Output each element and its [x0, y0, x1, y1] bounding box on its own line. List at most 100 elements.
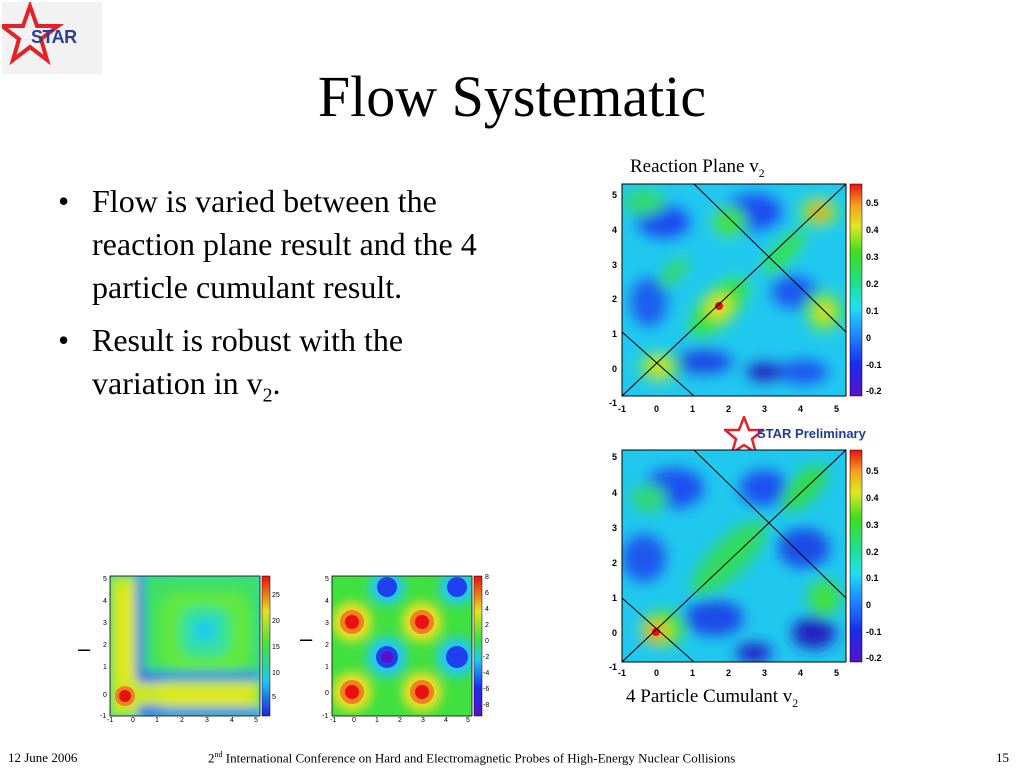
y-tick: 1 — [612, 593, 618, 603]
y-tick: 3 — [612, 523, 618, 533]
y-tick: 0 — [612, 364, 618, 374]
x-tick: 2 — [726, 404, 732, 414]
bottom-map-field — [622, 450, 846, 662]
colorbar-label: 0.5 — [866, 466, 879, 476]
colorbar-label: 10 — [272, 670, 280, 677]
x-tick: 4 — [230, 717, 234, 724]
bullet-item: • Result is robust with the variation in… — [54, 319, 494, 417]
x-tick: -1 — [107, 717, 114, 724]
colorbar-label: 25 — [272, 592, 280, 599]
colorbar-label: 0.1 — [866, 306, 879, 316]
colorbar-label: 0.3 — [866, 252, 879, 262]
colorbar-label: 20 — [272, 618, 280, 625]
x-tick: 3 — [762, 404, 768, 414]
x-tick: 1 — [690, 668, 696, 678]
colorbar-label: 0.1 — [866, 573, 879, 583]
x-tick: 4 — [798, 668, 804, 678]
colorbar-label: -0.1 — [866, 627, 882, 637]
colorbar-label: 4 — [485, 606, 489, 613]
colorbar-label: -0.2 — [866, 386, 882, 396]
star-preliminary-icon — [724, 416, 764, 454]
y-tick: 0 — [325, 690, 329, 697]
y-tick: 4 — [103, 598, 107, 605]
colorbar-label: 0.4 — [866, 225, 879, 235]
minus-sign: – — [78, 636, 91, 661]
top-map-caption: Reaction Plane v2 — [630, 156, 765, 181]
y-tick: 2 — [325, 642, 329, 649]
bullet-text: Result is robust with the variation in v — [92, 322, 404, 401]
y-tick: 4 — [612, 225, 618, 235]
y-tick: 3 — [612, 260, 618, 270]
x-tick: 5 — [466, 717, 470, 724]
footer-conf-number: 2 — [208, 750, 215, 766]
top-map-field — [622, 184, 846, 396]
footer-conference: 2nd International Conference on Hard and… — [208, 750, 735, 766]
bullet-list: • Flow is varied between the reaction pl… — [54, 180, 494, 427]
y-tick: 1 — [612, 329, 618, 339]
left-small-map — [109, 575, 271, 717]
colorbar-label: 0 — [866, 600, 872, 610]
colorbar-label: -0.2 — [866, 653, 882, 663]
colorbar-label: 8 — [485, 574, 489, 581]
footer-page-number: 15 — [996, 750, 1009, 765]
y-tick: 5 — [325, 576, 329, 583]
colorbar-label: -4 — [483, 670, 490, 677]
y-tick: -1 — [100, 713, 107, 720]
y-tick: 0 — [612, 628, 618, 638]
colorbar-label: 0 — [866, 333, 872, 343]
colorbar-label: 0.2 — [866, 279, 879, 289]
y-tick: -1 — [609, 662, 618, 672]
right-small-map — [331, 575, 483, 717]
x-tick: 5 — [834, 404, 840, 414]
bullet-item: • Flow is varied between the reaction pl… — [54, 180, 494, 309]
top-colorbar — [849, 183, 863, 397]
top-correlation-map — [621, 183, 863, 397]
top-map-caption-text: Reaction Plane v — [630, 156, 759, 177]
bullet-subscript: 2 — [262, 384, 273, 407]
x-tick: 0 — [131, 717, 135, 724]
bottom-colorbar — [849, 449, 863, 663]
footer-conf-text: International Conference on Hard and Ele… — [222, 750, 736, 766]
y-tick: 1 — [325, 664, 329, 671]
x-tick: 4 — [444, 717, 448, 724]
x-tick: 1 — [155, 717, 159, 724]
colorbar-label: -2 — [483, 654, 490, 661]
y-tick: 2 — [612, 294, 618, 304]
colorbar-label: -6 — [483, 686, 490, 693]
bottom-correlation-map — [621, 449, 863, 663]
colorbar-label: 0.4 — [866, 493, 879, 503]
y-tick: 0 — [103, 692, 107, 699]
y-tick: 4 — [325, 598, 329, 605]
x-tick: 3 — [762, 668, 768, 678]
page-title: Flow Systematic — [317, 64, 707, 129]
x-tick: 0 — [654, 668, 660, 678]
bottom-map-caption-text: 4 Particle Cumulant v — [626, 686, 793, 707]
x-tick: 2 — [398, 717, 402, 724]
bullet-dot: • — [58, 183, 70, 219]
colorbar-label: -0.1 — [866, 360, 882, 370]
x-tick: -1 — [618, 668, 627, 678]
y-tick: 3 — [325, 620, 329, 627]
x-tick: 1 — [690, 404, 696, 414]
colorbar-label: 0 — [485, 638, 489, 645]
x-tick: 3 — [421, 717, 425, 724]
minus-sign: – — [300, 626, 313, 651]
y-tick: 1 — [103, 664, 107, 671]
top-map-caption-sub: 2 — [758, 166, 765, 180]
x-tick: 3 — [205, 717, 209, 724]
colorbar-label: 5 — [272, 694, 276, 701]
x-tick: -1 — [618, 404, 627, 414]
x-tick: 5 — [254, 717, 258, 724]
x-tick: 0 — [654, 404, 660, 414]
bullet-text: Flow is varied between the reaction plan… — [92, 183, 477, 305]
y-tick: -1 — [322, 713, 329, 720]
colorbar-label: 2 — [485, 622, 489, 629]
colorbar-label: 0.3 — [866, 520, 879, 530]
x-tick: 2 — [726, 668, 732, 678]
x-tick: 2 — [180, 717, 184, 724]
y-tick: 2 — [103, 642, 107, 649]
x-tick: 1 — [375, 717, 379, 724]
x-tick: 5 — [834, 668, 840, 678]
star-logo-icon — [2, 2, 102, 74]
y-tick: 2 — [612, 558, 618, 568]
